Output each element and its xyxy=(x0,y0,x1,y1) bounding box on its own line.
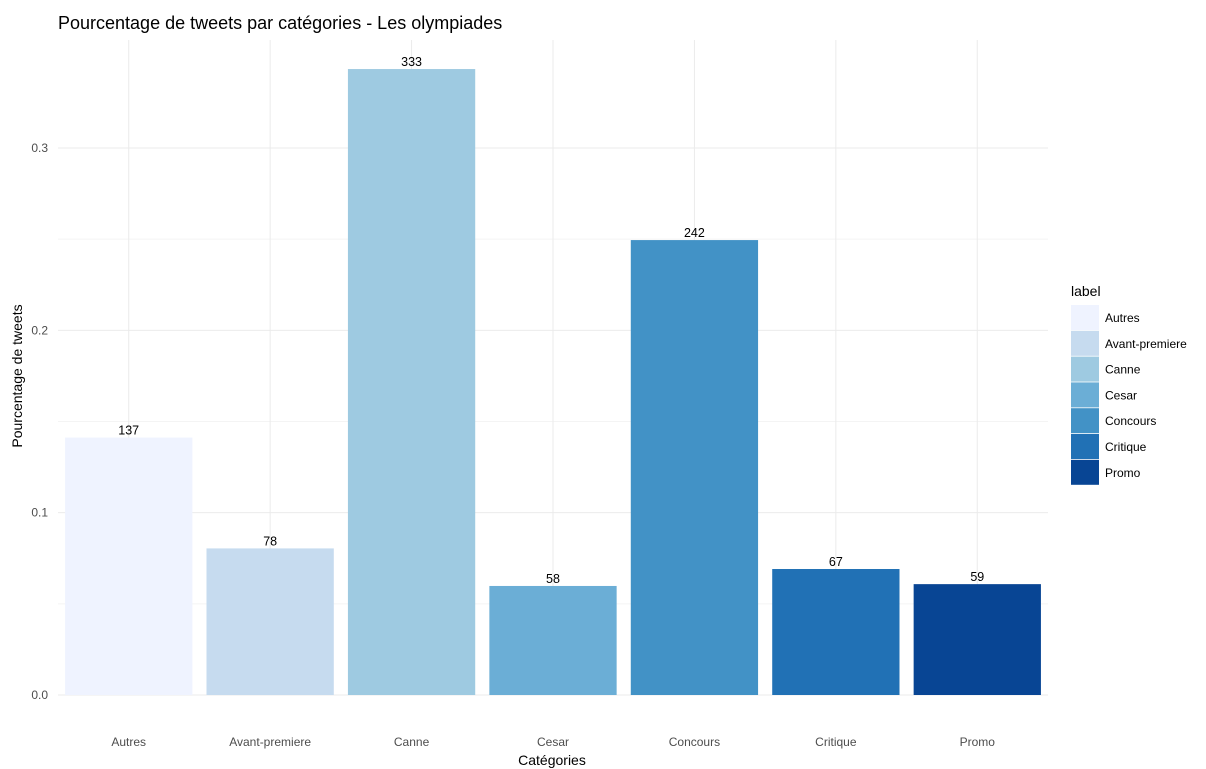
legend-label: Cesar xyxy=(1105,388,1137,402)
legend-title: label xyxy=(1071,283,1101,299)
x-tick-label: Critique xyxy=(815,735,857,749)
legend-swatch xyxy=(1071,305,1099,330)
bar-autres xyxy=(65,437,193,695)
legend-label: Autres xyxy=(1105,311,1140,325)
legend-label: Promo xyxy=(1105,466,1141,480)
legend-label: Concours xyxy=(1105,414,1156,428)
legend-swatch xyxy=(1071,356,1099,382)
bar-canne xyxy=(347,69,476,695)
legend-swatch xyxy=(1071,408,1099,434)
y-axis-title: Pourcentage de tweets xyxy=(9,304,25,447)
legend-swatch xyxy=(1071,459,1099,485)
legend-swatch xyxy=(1071,434,1099,459)
bar-critique xyxy=(772,569,900,695)
x-tick-label: Cesar xyxy=(537,735,569,749)
y-tick-label: 0.3 xyxy=(31,141,48,155)
bar-value-label: 242 xyxy=(684,226,705,240)
x-tick-label: Autres xyxy=(111,735,146,749)
bar-value-label: 59 xyxy=(970,570,984,584)
bar-promo xyxy=(913,584,1041,695)
chart-title: Pourcentage de tweets par catégories - L… xyxy=(58,13,502,33)
bar-value-label: 67 xyxy=(829,555,843,569)
x-tick-label: Concours xyxy=(669,735,720,749)
bar-cesar xyxy=(489,585,617,695)
bar-value-label: 137 xyxy=(118,424,139,438)
legend-items: Autres Avant-premiere Canne Cesar Concours Cr… xyxy=(1071,305,1187,485)
bar-labels: 137 78 333 58 242 67 59 xyxy=(118,55,984,586)
legend-swatch xyxy=(1071,330,1099,356)
y-tick-label: 0.2 xyxy=(31,323,48,337)
bar-value-label: 333 xyxy=(401,55,422,69)
bars xyxy=(65,69,1041,695)
legend: label Autres Avant-premiere Canne Cesar Conc… xyxy=(1071,283,1187,485)
y-tick-label: 0.0 xyxy=(31,688,48,702)
x-tick-label: Canne xyxy=(394,735,430,749)
legend-label: Avant-premiere xyxy=(1105,337,1187,351)
x-axis-ticks: Autres Avant-premiere Canne Cesar Concours Cr… xyxy=(111,735,995,749)
legend-label: Critique xyxy=(1105,440,1147,454)
x-tick-label: Avant-premiere xyxy=(229,735,311,749)
legend-label: Canne xyxy=(1105,363,1141,377)
y-tick-label: 0.1 xyxy=(31,506,48,520)
legend-swatch xyxy=(1071,382,1099,408)
y-axis-ticks: 0.0 0.1 0.2 0.3 xyxy=(31,141,48,702)
x-axis-title: Catégories xyxy=(518,752,586,768)
bar-value-label: 78 xyxy=(263,534,277,548)
bar-concours xyxy=(630,240,759,695)
x-tick-label: Promo xyxy=(960,735,996,749)
bar-value-label: 58 xyxy=(546,572,560,586)
bar-avant-premiere xyxy=(206,548,334,695)
